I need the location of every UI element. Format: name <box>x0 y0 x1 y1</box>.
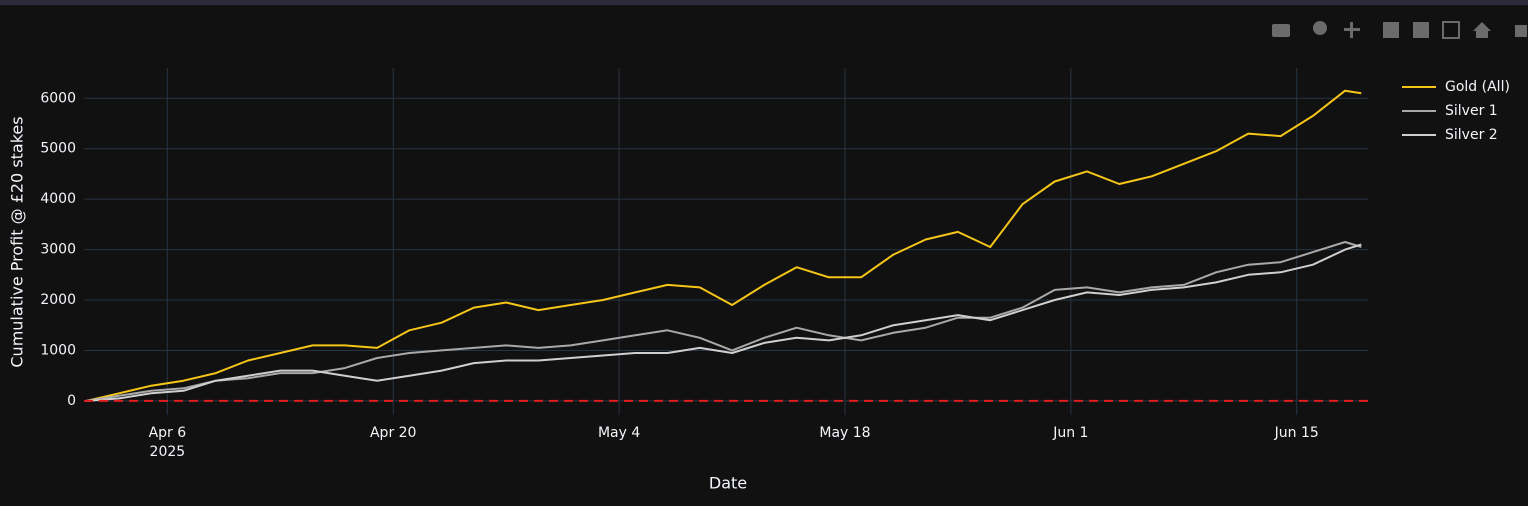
x-tick-label: May 18 <box>819 425 870 441</box>
zoom-icon[interactable] <box>1313 21 1327 35</box>
series-line <box>86 241 1362 402</box>
modebar[interactable] <box>1272 21 1527 39</box>
reset-icon[interactable] <box>1473 22 1491 38</box>
legend-label[interactable]: Silver 1 <box>1445 103 1498 119</box>
y-axis-title: Cumulative Profit @ £20 stakes <box>8 116 27 367</box>
x-tick-label: Jun 15 <box>1274 425 1319 441</box>
x-tick-label: Apr 6 <box>149 425 187 441</box>
legend-label[interactable]: Silver 2 <box>1445 127 1498 143</box>
zoom-in-icon[interactable] <box>1383 22 1399 38</box>
chart: Date Cumulative Profit @ £20 stakes 0 100… <box>8 21 1527 493</box>
y-tick-label: 0 <box>67 393 76 409</box>
y-tick-label: 3000 <box>40 242 76 258</box>
y-tick-label: 4000 <box>40 191 76 207</box>
y-tick-label: 1000 <box>40 342 76 358</box>
series-line <box>86 89 1362 402</box>
y-tick-label: 5000 <box>40 141 76 157</box>
x-tick-label: May 4 <box>598 425 640 441</box>
y-tick-label: 6000 <box>40 90 76 106</box>
legend-label[interactable]: Gold (All) <box>1445 79 1510 95</box>
top-bar <box>0 0 1528 5</box>
zoom-out-icon[interactable] <box>1413 22 1429 38</box>
camera-icon[interactable] <box>1272 24 1290 37</box>
x-tick-label: Apr 20 <box>370 425 416 441</box>
x-tick-year: 2025 <box>150 444 186 460</box>
pan-icon-part <box>1350 22 1353 38</box>
x-axis-title: Date <box>709 474 747 493</box>
x-tick-label: Jun 1 <box>1052 425 1088 441</box>
autoscale-icon[interactable] <box>1442 21 1460 39</box>
series-line <box>86 243 1362 402</box>
plotly-logo[interactable] <box>1515 25 1527 37</box>
y-tick-label: 2000 <box>40 292 76 308</box>
